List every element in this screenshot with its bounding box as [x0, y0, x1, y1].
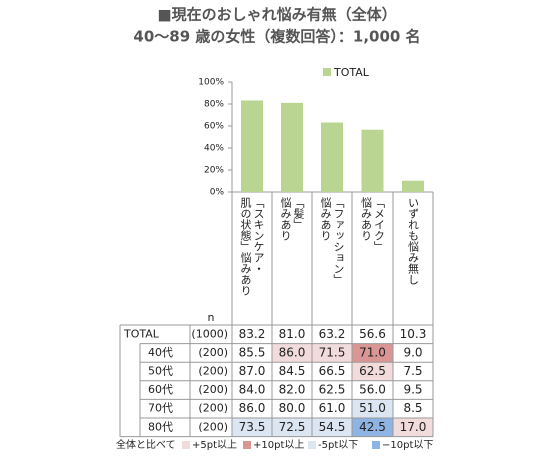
cell-highlight	[352, 343, 393, 363]
row-n: (200)	[198, 420, 228, 433]
cell-value: 9.5	[403, 383, 422, 397]
x-tick-label: 「髪」	[292, 197, 305, 230]
legend-swatch	[372, 441, 380, 449]
x-tick-label: 「メイク」	[373, 197, 386, 252]
cell-highlight	[352, 399, 393, 418]
cell-highlight	[352, 418, 393, 437]
n-header: n	[208, 311, 215, 324]
cell-value: 42.5	[359, 420, 386, 434]
x-tick-label: 「スキンケア・	[252, 197, 265, 274]
cell-highlight	[352, 362, 393, 381]
cell-value: 71.5	[319, 345, 346, 359]
x-tick-label: 悩みあり	[360, 196, 373, 241]
cell-value: 62.5	[319, 383, 346, 397]
legend-swatch	[182, 441, 190, 449]
legend-swatch	[308, 441, 316, 449]
row-n: (200)	[198, 346, 228, 359]
cell-value: 81.0	[279, 327, 306, 341]
cell-value: 9.0	[403, 345, 422, 359]
cell-highlight	[393, 418, 433, 437]
x-tick-label: いずれも悩み無し	[407, 197, 420, 285]
row-label: 70代	[148, 402, 173, 415]
bar	[361, 129, 384, 192]
x-tick-label: 悩みあり	[279, 196, 292, 241]
cell-value: 61.0	[319, 401, 346, 415]
legend-swatch	[323, 68, 331, 76]
y-tick-label: 80%	[204, 100, 224, 110]
x-tick-label: 悩みあり	[319, 196, 332, 241]
legend-label: +5pt以上	[192, 439, 237, 451]
y-tick-label: 100%	[198, 78, 224, 88]
cell-value: 66.5	[319, 364, 346, 378]
row-label: 80代	[148, 420, 173, 433]
row-n: (1000)	[191, 327, 228, 340]
bar	[402, 180, 424, 192]
cell-value: 17.0	[400, 420, 427, 434]
y-tick-label: 40%	[204, 144, 224, 154]
legend-label: −10pt以下	[382, 440, 433, 451]
cell-value: 54.5	[319, 420, 346, 434]
bar	[241, 100, 263, 192]
row-label: TOTAL	[123, 327, 160, 340]
cell-value: 56.6	[359, 327, 386, 341]
chart-title: ■現在のおしゃれ悩み有無（全体）	[157, 6, 396, 24]
cell-highlight	[272, 343, 312, 363]
cell-value: 72.5	[279, 420, 306, 434]
cell-highlight	[232, 418, 272, 437]
cell-value: 80.0	[279, 401, 306, 415]
y-tick-label: 60%	[204, 122, 224, 132]
bar	[281, 102, 303, 192]
bar	[321, 122, 343, 192]
cell-value: 8.5	[403, 401, 422, 415]
cell-value: 84.0	[239, 383, 266, 397]
legend-label: -5pt以下	[318, 440, 358, 451]
cell-value: 85.5	[239, 345, 266, 359]
cell-value: 51.0	[359, 401, 386, 415]
x-tick-label: 「ファッション」	[332, 197, 345, 285]
cell-value: 10.3	[400, 327, 427, 341]
cell-value: 73.5	[239, 420, 266, 434]
row-n: (200)	[198, 402, 228, 415]
cell-value: 7.5	[403, 364, 422, 378]
y-tick-label: 0%	[210, 188, 225, 198]
row-label: 50代	[148, 365, 173, 378]
chart-subtitle: 40～89 歳の女性（複数回答）：1,000 名	[133, 28, 420, 46]
cell-value: 56.0	[359, 383, 386, 397]
cell-value: 62.5	[359, 364, 386, 378]
cell-value: 86.0	[279, 345, 306, 359]
row-n: (200)	[198, 365, 228, 378]
cell-value: 84.5	[279, 364, 306, 378]
legend-label: TOTAL	[333, 66, 370, 79]
row-n: (200)	[198, 383, 228, 396]
legend-swatch	[243, 441, 251, 449]
cell-highlight	[312, 343, 352, 363]
legend-title: 全体と比べて	[116, 438, 176, 451]
cell-highlight	[272, 418, 312, 437]
cell-value: 83.2	[239, 327, 266, 341]
cell-highlight	[312, 418, 352, 437]
cell-value: 87.0	[239, 364, 266, 378]
row-label: 60代	[148, 383, 173, 396]
y-tick-label: 20%	[204, 166, 224, 176]
x-tick-label: 肌の状態」悩みあり	[239, 197, 252, 296]
row-label: 40代	[148, 346, 173, 359]
legend-label: +10pt以上	[253, 439, 304, 451]
cell-value: 63.2	[319, 327, 346, 341]
cell-value: 86.0	[239, 401, 266, 415]
cell-value: 71.0	[359, 345, 386, 359]
cell-value: 82.0	[279, 383, 306, 397]
